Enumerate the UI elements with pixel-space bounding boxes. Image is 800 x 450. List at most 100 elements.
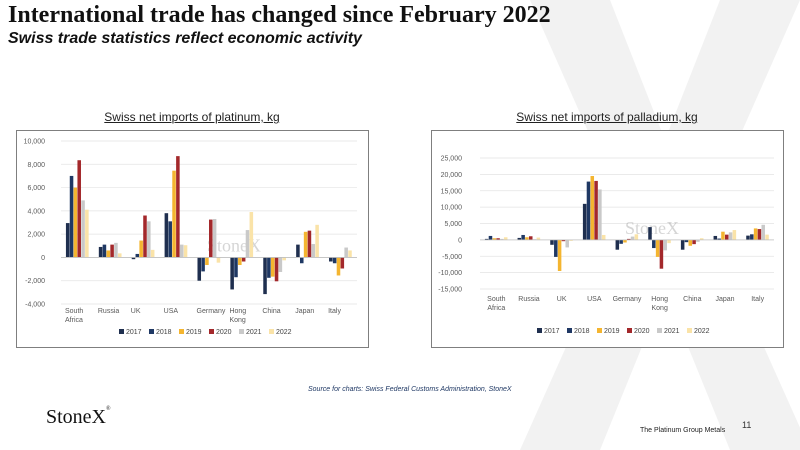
category-label: Germany <box>197 308 226 315</box>
category-label: Japan <box>295 308 314 315</box>
legend-swatch <box>209 329 214 334</box>
bar <box>500 238 504 240</box>
bar <box>517 237 522 240</box>
y-tick-label: 20,000 <box>441 172 463 179</box>
bar <box>492 238 497 240</box>
bar <box>753 228 758 240</box>
bar <box>296 244 300 258</box>
bar <box>590 176 595 240</box>
category-label: Russia <box>518 296 540 303</box>
y-tick-label: -5,000 <box>442 254 462 261</box>
chart-watermark: StoneX <box>625 218 679 238</box>
bar <box>139 240 143 258</box>
category-label: USA <box>164 308 179 315</box>
bar <box>648 227 652 240</box>
category-label: China <box>683 296 701 303</box>
bar <box>594 180 598 240</box>
category-label: Germany <box>613 296 642 303</box>
bar <box>238 257 242 265</box>
palladium-chart-title: Swiss net imports of palladium, kg <box>516 110 698 124</box>
y-tick-label: -4,000 <box>25 302 45 309</box>
y-tick-label: 5,000 <box>444 221 462 228</box>
platinum-chart-panel: -4,000 -2,000 0 2,000 4,000 6,000 8,000 10,000 S… <box>16 130 369 348</box>
bar <box>728 232 733 240</box>
y-tick-label: 4,000 <box>27 208 45 215</box>
legend-label: 2019 <box>604 328 620 335</box>
y-tick-label: -15,000 <box>438 287 462 294</box>
y-tick-label: 15,000 <box>441 188 463 195</box>
legend-swatch <box>149 329 154 334</box>
page-number: 11 <box>742 420 752 430</box>
bar <box>69 175 74 258</box>
platinum-chart-title: Swiss net imports of platinum, kg <box>104 110 280 124</box>
y-tick-label: 8,000 <box>27 162 45 169</box>
bar <box>212 219 217 258</box>
category-label: UK <box>131 308 141 315</box>
bar <box>249 212 254 258</box>
bar <box>135 253 140 258</box>
bar <box>680 239 685 250</box>
bar <box>77 160 81 258</box>
legend-swatch <box>657 328 662 333</box>
bar <box>713 235 718 240</box>
palladium-chart-panel: -15,000 -10,000 -5,000 0 5,000 10,000 15,000 20… <box>431 130 784 348</box>
bar <box>634 234 639 240</box>
bar <box>623 239 627 243</box>
bar <box>299 257 304 264</box>
bar <box>554 239 558 257</box>
category-label: Hong Kong <box>229 308 246 324</box>
y-tick-label: 2,000 <box>27 232 45 239</box>
bar <box>176 156 180 258</box>
y-tick-label: -2,000 <box>25 278 45 285</box>
bar <box>496 238 500 240</box>
bar <box>746 235 750 240</box>
bar <box>565 239 569 248</box>
bar <box>725 234 729 240</box>
bar <box>102 244 107 258</box>
legend-label: 2022 <box>276 329 292 336</box>
bar <box>241 257 246 262</box>
legend-label: 2017 <box>126 329 142 336</box>
y-tick-label: 10,000 <box>441 205 463 212</box>
y-tick-label: 6,000 <box>27 185 45 192</box>
category-label: Italy <box>328 308 341 315</box>
bar <box>274 257 279 282</box>
bar <box>348 250 352 258</box>
bar <box>230 257 234 290</box>
platinum-chart: -4,000 -2,000 0 2,000 4,000 6,000 8,000 10,000 S… <box>24 139 357 336</box>
bar <box>684 239 689 243</box>
bar <box>197 257 202 281</box>
bar <box>765 234 769 240</box>
y-tick-label: -10,000 <box>438 270 462 277</box>
source-note: Source for charts: Swiss Federal Customs… <box>308 386 512 393</box>
legend-swatch <box>627 328 632 333</box>
bar <box>143 215 147 258</box>
bar <box>344 247 348 258</box>
category-label: USA <box>587 296 602 303</box>
bar <box>529 236 533 240</box>
bar <box>110 244 114 258</box>
bar <box>98 246 103 258</box>
legend-swatch <box>269 329 274 334</box>
legend-swatch <box>537 328 542 333</box>
bar <box>582 203 587 240</box>
bar <box>118 253 122 258</box>
logo-text: StoneX <box>46 406 106 428</box>
bar <box>561 239 566 242</box>
bar <box>114 242 118 258</box>
bar <box>663 239 667 251</box>
bar <box>164 213 169 258</box>
page-subtitle: Swiss trade statistics reflect economic … <box>8 30 362 47</box>
bar <box>630 236 635 240</box>
bar <box>303 231 308 258</box>
bar <box>329 257 333 262</box>
bar <box>201 257 205 272</box>
category-label: Russia <box>98 308 120 315</box>
bar <box>205 257 209 265</box>
bar <box>282 257 286 261</box>
bar <box>750 234 754 240</box>
category-label: Hong Kong <box>651 296 668 312</box>
bar <box>721 231 725 240</box>
bar <box>615 239 620 250</box>
legend-swatch <box>687 328 692 333</box>
